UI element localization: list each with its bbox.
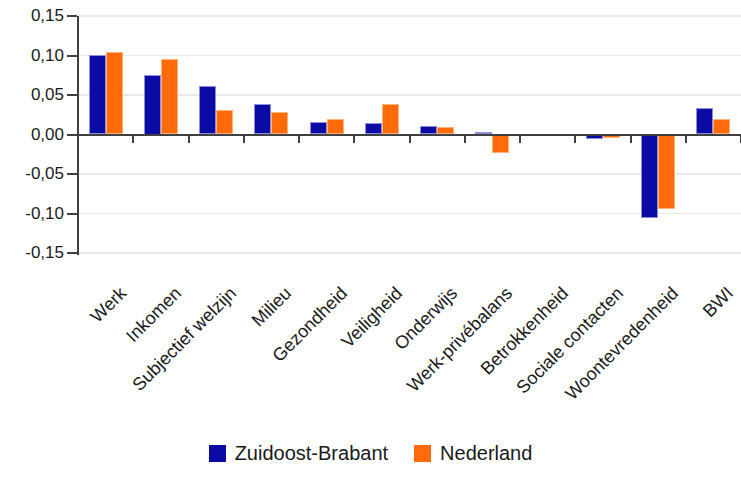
legend-label: Nederland <box>440 442 532 465</box>
bar-nederland-11 <box>658 135 675 209</box>
y-axis-tick <box>67 134 77 136</box>
bar-zuidoost-brabant-1 <box>89 55 106 135</box>
y-axis-tick <box>67 252 77 254</box>
bar-nederland-8 <box>492 135 509 153</box>
x-axis-tick <box>519 136 521 143</box>
gridline <box>78 15 741 17</box>
legend-item-nederland: Nederland <box>414 442 532 465</box>
bar-chart: 0,150,100,050,00-0,05-0,10-0,15 WerkInko… <box>0 0 741 481</box>
x-axis-tick <box>574 136 576 143</box>
legend-label: Zuidoost-Brabant <box>235 442 388 465</box>
y-tick-label: -0,15 <box>0 242 64 264</box>
bar-nederland-1 <box>106 52 123 134</box>
y-tick-label: -0,10 <box>0 203 64 225</box>
bar-nederland-3 <box>216 110 233 134</box>
x-axis-tick <box>685 136 687 143</box>
bar-nederland-2 <box>161 59 178 135</box>
x-axis-tick <box>77 136 79 143</box>
bar-zuidoost-brabant-11 <box>641 135 658 219</box>
bar-nederland-4 <box>271 112 288 134</box>
x-axis-tick <box>630 136 632 143</box>
x-axis-tick <box>243 136 245 143</box>
legend: Zuidoost-Brabant Nederland <box>0 442 741 465</box>
x-axis-tick <box>132 136 134 143</box>
y-tick-label: 0,05 <box>0 84 64 106</box>
bar-nederland-6 <box>382 104 399 134</box>
y-tick-label: 0,00 <box>0 124 64 146</box>
y-axis-tick <box>67 213 77 215</box>
y-tick-label: -0,05 <box>0 163 64 185</box>
x-axis-tick <box>188 136 190 143</box>
bar-nederland-5 <box>327 119 344 134</box>
y-tick-label: 0,10 <box>0 45 64 67</box>
bar-zuidoost-brabant-12 <box>696 108 713 134</box>
legend-item-zuidoost-brabant: Zuidoost-Brabant <box>209 442 388 465</box>
bar-zuidoost-brabant-4 <box>254 104 271 134</box>
y-axis-tick <box>67 173 77 175</box>
y-axis-tick <box>67 55 77 57</box>
gridline <box>78 252 741 254</box>
x-axis-tick <box>298 136 300 143</box>
x-axis-tick <box>409 136 411 143</box>
y-tick-label: 0,15 <box>0 5 64 27</box>
legend-swatch-blue <box>209 445 226 462</box>
y-axis-tick <box>67 94 77 96</box>
bar-zuidoost-brabant-2 <box>144 75 161 134</box>
x-axis-tick <box>353 136 355 143</box>
bar-zuidoost-brabant-3 <box>199 86 216 134</box>
bar-nederland-12 <box>713 119 730 134</box>
legend-swatch-orange <box>414 445 431 462</box>
gridline <box>78 55 741 57</box>
y-axis-tick <box>67 15 77 17</box>
x-axis-tick <box>464 136 466 143</box>
